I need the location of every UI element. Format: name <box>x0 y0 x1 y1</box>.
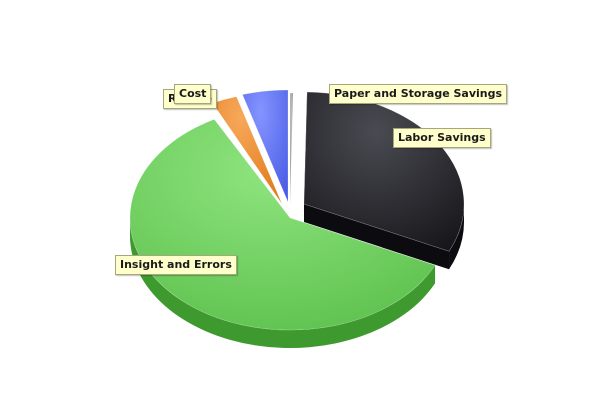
slice-label-insight-and-errors: Insight and Errors <box>115 255 237 275</box>
slice-paper-and-storage-savings <box>289 92 294 206</box>
slice-other <box>242 89 289 203</box>
slice-side-insight-and-errors <box>130 218 436 349</box>
slice-side-labor-savings <box>449 204 464 270</box>
slice-cut-1-labor-savings <box>304 204 450 270</box>
slice-label-cost: Cost <box>174 84 212 104</box>
slice-insight-and-errors <box>129 119 436 331</box>
slice-label-paper-and-storage-savings: Paper and Storage Savings <box>329 84 508 104</box>
slice-label-labor-savings: Labor Savings <box>393 128 491 148</box>
